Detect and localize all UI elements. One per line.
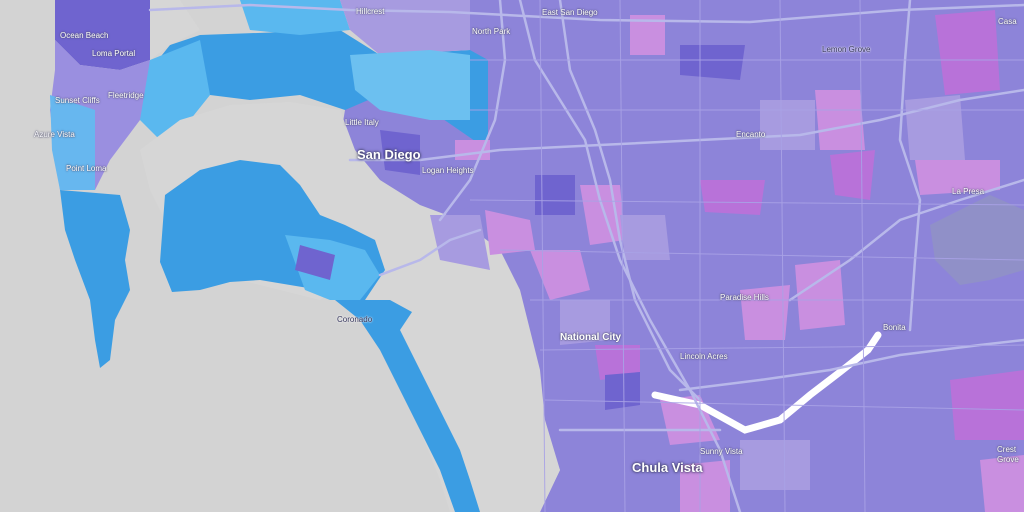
region-pink-e-1	[915, 160, 1000, 195]
region-point-loma-west	[50, 95, 95, 190]
region-pink-se-1	[950, 370, 1024, 440]
label-ocean-beach: Ocean Beach	[60, 31, 109, 40]
region-uptown-light-blue	[350, 50, 470, 120]
label-north-park: North Park	[472, 27, 511, 36]
label-lincoln-acres: Lincoln Acres	[680, 352, 728, 361]
label-san-diego: San Diego	[357, 147, 421, 162]
label-little-italy: Little Italy	[345, 118, 379, 127]
region-dark-purple-2	[680, 45, 745, 80]
water-mission-bay	[150, 0, 200, 60]
region-light-purple-3	[620, 215, 670, 260]
road-i8	[148, 3, 1024, 24]
region-pink-ne-3	[830, 150, 875, 200]
label-sunset-cliffs: Sunset Cliffs	[55, 96, 100, 105]
road-i15	[558, 0, 702, 402]
road-i5-north	[438, 0, 507, 222]
region-dark-purple-1	[535, 175, 575, 215]
region-dark-purple-4	[380, 130, 420, 175]
region-south-pink-3	[485, 210, 535, 255]
label-fleetridge: Fleetridge	[108, 91, 144, 100]
region-south-pink-2	[700, 180, 765, 215]
region-pink-e-2	[795, 260, 845, 330]
label-casa: Casa	[998, 17, 1017, 26]
label-bonita: Bonita	[883, 323, 906, 332]
region-point-loma-south	[60, 190, 130, 368]
road-sr125	[898, 0, 922, 332]
label-coronado: Coronado	[337, 315, 373, 324]
region-south-pink-5	[595, 345, 640, 380]
label-logan-heights: Logan Heights	[422, 166, 474, 175]
label-loma-portal: Loma Portal	[92, 49, 136, 58]
label-azure-vista: Azure Vista	[34, 130, 75, 139]
label-east-san-diego: East San Diego	[542, 8, 598, 17]
region-dark-purple-3	[605, 372, 640, 410]
region-south-pink-7	[680, 460, 730, 512]
region-light-purple-2	[760, 100, 815, 150]
road-network-minor	[469, 0, 1024, 512]
region-light-purple-6	[430, 215, 490, 270]
road-bridge	[378, 228, 482, 277]
label-lemon-grove: Lemon Grove	[822, 45, 871, 54]
region-midway-blue	[140, 40, 210, 140]
label-grove: Grove	[997, 455, 1019, 464]
label-chula-vista: Chula Vista	[632, 460, 703, 475]
region-light-purple-1	[905, 95, 965, 160]
road-east-1	[788, 178, 1024, 302]
label-encanto: Encanto	[736, 130, 766, 139]
label-national-city: National City	[560, 332, 622, 343]
road-i805	[518, 0, 742, 512]
label-point-loma: Point Loma	[66, 164, 107, 173]
label-hillcrest: Hillcrest	[356, 7, 385, 16]
region-south-pink-4	[530, 250, 590, 300]
region-light-purple-4	[560, 300, 610, 345]
region-pink-se-2	[980, 455, 1024, 512]
road-sr54	[678, 338, 1024, 392]
region-point-loma-north	[55, 0, 160, 70]
region-light-purple-5	[740, 440, 810, 490]
region-silver-strand	[335, 300, 480, 512]
region-pink-e-3	[740, 285, 790, 340]
region-pink-ne-2	[815, 90, 865, 150]
region-gray-hills	[930, 195, 1024, 285]
label-la-presa: La Presa	[952, 187, 985, 196]
label-sunny-vista: Sunny Vista	[700, 447, 743, 456]
region-pink-n-1	[630, 15, 665, 55]
label-crest: Crest	[997, 445, 1017, 454]
region-pink-ne-1	[935, 10, 1000, 95]
region-top-purple	[340, 0, 470, 55]
region-coronado-purple	[295, 245, 335, 280]
label-paradise-hills: Paradise Hills	[720, 293, 769, 302]
